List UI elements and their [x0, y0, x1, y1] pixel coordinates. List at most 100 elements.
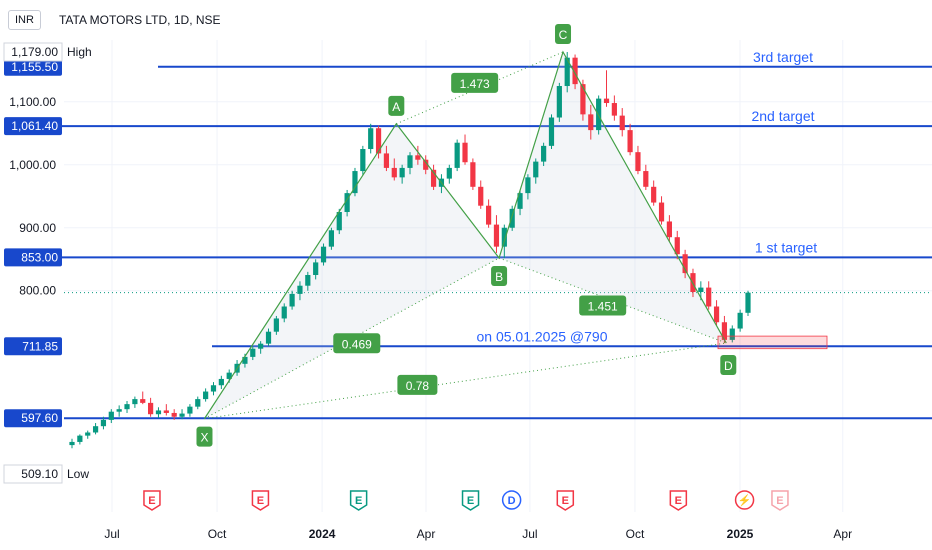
candle: [682, 254, 688, 274]
y-tick-label: 1,000.00: [9, 158, 56, 172]
candle: [289, 293, 295, 307]
candle: [580, 84, 586, 115]
ratio-label: 0.78: [397, 374, 438, 395]
high-tag: 1,179.00 High: [3, 42, 93, 62]
event-markers: E E E E D E E ⚡ E: [143, 490, 789, 511]
candle: [383, 153, 390, 168]
svg-text:E: E: [562, 495, 569, 507]
candle: [635, 152, 641, 172]
earnings-icon[interactable]: E: [461, 490, 480, 511]
svg-text:C: C: [559, 28, 568, 42]
currency-selector[interactable]: INR: [8, 10, 41, 30]
candle: [548, 117, 555, 146]
ratio-label: 1.451: [579, 295, 627, 316]
candle: [525, 177, 531, 194]
x-tick-label: 2025: [727, 527, 754, 541]
candle: [187, 406, 193, 414]
svg-text:597.60: 597.60: [21, 411, 58, 425]
svg-text:Low: Low: [67, 467, 89, 481]
level-label: 3rd target: [753, 49, 813, 65]
y-tick-label: 1,100.00: [9, 95, 56, 109]
svg-text:853.00: 853.00: [21, 250, 58, 264]
candle: [250, 348, 256, 357]
candle: [92, 426, 99, 433]
candle: [77, 435, 83, 442]
candle: [203, 391, 209, 400]
point-label-b: B: [491, 265, 508, 286]
earnings-icon[interactable]: E: [143, 490, 161, 511]
earnings-icon[interactable]: E: [771, 490, 789, 511]
target-zone: [717, 335, 828, 350]
candle: [470, 162, 476, 187]
bcd-triangle: [499, 52, 727, 344]
candle: [375, 128, 382, 154]
candle: [360, 149, 366, 172]
x-tick-label: 2024: [309, 527, 336, 541]
candle: [336, 212, 342, 231]
candle: [179, 413, 185, 417]
candle: [556, 86, 562, 118]
candle: [163, 410, 169, 413]
candle: [713, 306, 720, 323]
x-tick-label: Apr: [417, 527, 436, 541]
dividend-icon[interactable]: D: [501, 490, 522, 510]
candle: [124, 404, 130, 410]
x-tick-label: Jul: [104, 527, 119, 541]
candle: [501, 227, 507, 247]
candle: [627, 130, 633, 153]
svg-text:X: X: [200, 431, 208, 445]
svg-text:1.451: 1.451: [588, 300, 618, 314]
earnings-icon[interactable]: E: [251, 490, 270, 511]
candle: [305, 275, 311, 286]
candle: [391, 167, 397, 178]
candle: [651, 186, 657, 203]
candle: [478, 186, 484, 206]
chart-header: INR TATA MOTORS LTD, 1D, NSE: [8, 10, 221, 30]
candle: [745, 292, 751, 313]
candle: [140, 399, 146, 403]
candle: [69, 441, 75, 446]
x-tick-label: Apr: [833, 527, 852, 541]
candle: [171, 412, 177, 417]
candle: [258, 343, 264, 349]
candle: [721, 322, 728, 340]
svg-text:B: B: [495, 270, 503, 284]
earnings-icon[interactable]: E: [669, 490, 688, 511]
earnings-icon[interactable]: E: [556, 490, 575, 511]
level-price-tag: 1,155.50: [4, 57, 62, 76]
candle: [572, 57, 578, 85]
candle: [493, 224, 500, 247]
candle: [218, 378, 224, 386]
low-tag: 509.10 Low: [3, 464, 93, 484]
ratio-label: 0.469: [333, 333, 381, 354]
x-tick-label: Oct: [626, 527, 645, 541]
svg-text:High: High: [67, 45, 92, 59]
candle: [643, 171, 649, 187]
candle: [462, 142, 468, 163]
level-price-tag: 853.00: [4, 248, 62, 267]
svg-text:1,155.50: 1,155.50: [11, 60, 58, 74]
candle: [265, 331, 272, 344]
earnings-icon[interactable]: E: [349, 490, 368, 511]
level-price-tag: 597.60: [4, 409, 62, 428]
svg-text:D: D: [724, 359, 733, 373]
point-label-d: D: [720, 355, 737, 376]
xab-triangle: [204, 123, 500, 419]
svg-text:509.10: 509.10: [21, 467, 58, 481]
candle: [737, 312, 743, 329]
ratio-line: [498, 257, 727, 344]
svg-text:⚡: ⚡: [738, 494, 752, 507]
candle: [564, 57, 570, 87]
candle: [242, 356, 248, 364]
candle: [415, 155, 421, 160]
level-label: on 05.01.2025 @790: [477, 328, 608, 344]
svg-text:E: E: [148, 495, 155, 507]
candle: [698, 287, 704, 293]
level-price-tag: 1,061.40: [4, 117, 62, 136]
candle: [658, 202, 665, 222]
candle: [155, 410, 162, 415]
split-icon[interactable]: ⚡: [734, 490, 755, 510]
candle: [100, 419, 107, 427]
point-label-c: C: [555, 24, 572, 44]
